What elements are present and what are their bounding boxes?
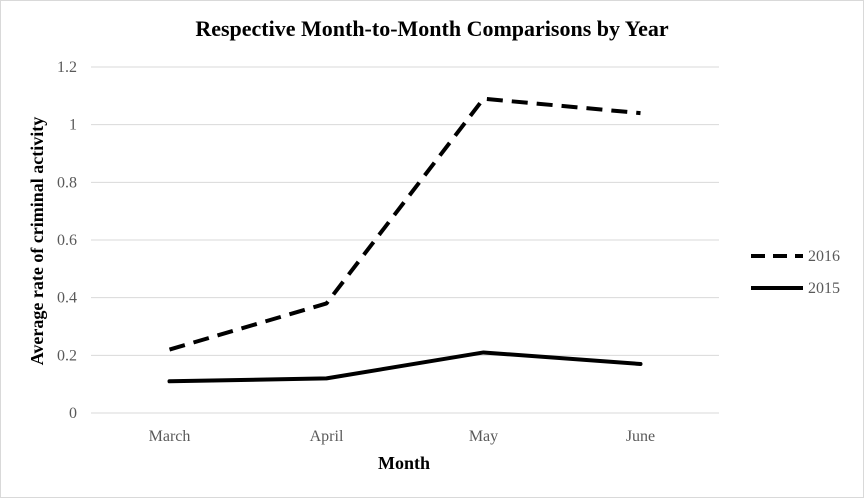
series-lines: [167, 96, 643, 384]
y-tick-label: 0: [69, 405, 77, 422]
legend-label: 2016: [808, 248, 840, 265]
y-axis-ticks: 0 0.2 0.4 0.6 0.8 1 1.2: [57, 59, 77, 422]
legend-label: 2015: [808, 280, 840, 297]
y-tick-label: 0.4: [57, 290, 77, 307]
series-line-2016: [168, 96, 641, 352]
series-line-2015: [167, 350, 643, 384]
y-tick-label: 0.8: [57, 174, 77, 191]
y-tick-label: 0.2: [57, 347, 77, 364]
gridlines: [91, 66, 719, 414]
x-axis-title: Month: [378, 453, 430, 473]
y-axis-title: Average rate of criminal activity: [27, 117, 47, 366]
y-tick-label: 1: [69, 117, 77, 134]
x-tick-label: May: [469, 428, 498, 445]
legend: 2016 2015: [751, 248, 840, 297]
x-tick-label: June: [626, 428, 655, 445]
y-tick-label: 0.6: [57, 232, 77, 249]
y-tick-label: 1.2: [57, 59, 77, 76]
chart-title: Respective Month-to-Month Comparisons by…: [195, 16, 669, 41]
x-tick-label: March: [149, 428, 191, 445]
x-tick-label: April: [310, 428, 344, 445]
x-axis-ticks: March April May June: [149, 428, 656, 445]
